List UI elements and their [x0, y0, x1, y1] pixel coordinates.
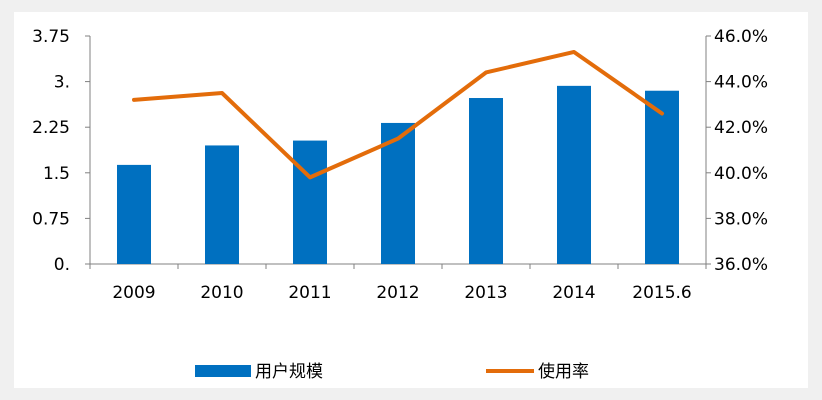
right-tick-label: 38.0%: [714, 209, 768, 229]
line-point: [308, 175, 312, 179]
left-tick-label: 3.75: [32, 27, 70, 47]
bar: [381, 122, 415, 264]
x-tick-label: 2009: [112, 283, 155, 303]
left-tick-label: 0.: [54, 255, 70, 275]
legend-bar-label: 用户规模: [255, 362, 323, 382]
line-series: [132, 49, 664, 180]
bar-series: [117, 85, 679, 265]
line-point: [220, 91, 224, 95]
legend-line-label: 使用率: [538, 361, 589, 382]
tick-labels: 0. 0.75 1.5 2.25 3. 3.75 36.0% 38.0% 40.0% 42.0% 4…: [32, 27, 768, 303]
bar: [469, 98, 503, 265]
bar: [117, 164, 151, 264]
line-point: [132, 98, 136, 102]
x-tick-label: 2013: [464, 283, 507, 303]
x-tick-label: 2015.6: [632, 283, 691, 303]
left-tick-label: 3.: [54, 73, 70, 93]
line-point: [660, 112, 664, 116]
bar: [293, 140, 327, 264]
chart-container: 0. 0.75 1.5 2.25 3. 3.75 36.0% 38.0% 40.0% 42.0% 4…: [14, 12, 808, 388]
left-tick-label: 0.75: [32, 209, 70, 229]
x-tick-label: 2014: [552, 283, 595, 303]
bar: [645, 90, 679, 264]
left-tick-label: 2.25: [32, 118, 70, 138]
line-point: [396, 137, 400, 141]
right-tick-label: 46.0%: [714, 27, 768, 47]
right-tick-label: 44.0%: [714, 73, 768, 93]
left-tick-label: 1.5: [43, 164, 70, 184]
x-tick-label: 2012: [376, 283, 419, 303]
bar: [557, 85, 591, 264]
line-point: [572, 50, 576, 54]
right-tick-label: 42.0%: [714, 118, 768, 138]
line-point: [484, 70, 488, 74]
x-tick-label: 2010: [200, 283, 243, 303]
right-tick-label: 40.0%: [714, 164, 768, 184]
legend-bar-swatch: [195, 365, 251, 377]
combo-chart: 0. 0.75 1.5 2.25 3. 3.75 36.0% 38.0% 40.0% 42.0% 4…: [32, 27, 768, 382]
right-tick-label: 36.0%: [714, 255, 768, 275]
legend: 用户规模 使用率: [195, 361, 589, 382]
x-tick-label: 2011: [288, 283, 331, 303]
bar: [205, 145, 239, 264]
